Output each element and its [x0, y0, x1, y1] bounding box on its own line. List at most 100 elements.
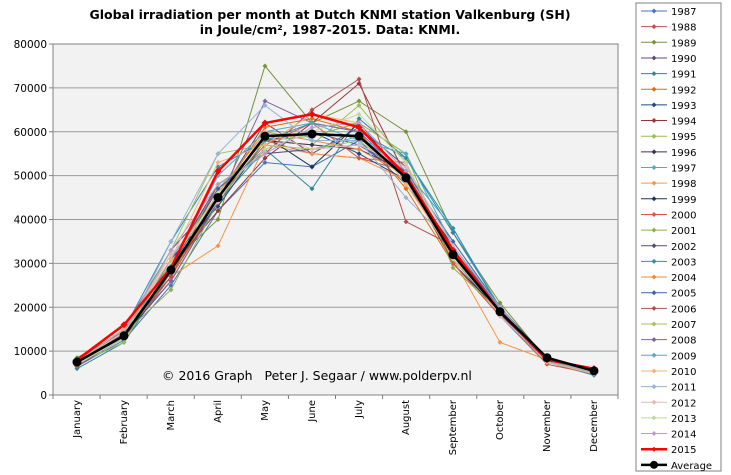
y-tick-label: 30000 — [14, 258, 47, 270]
legend-item: 2007 — [641, 320, 696, 331]
legend-item: 1998 — [641, 179, 696, 190]
legend-label: 1987 — [671, 7, 696, 18]
legend-label: 2009 — [671, 351, 696, 362]
y-tick-label: 20000 — [14, 302, 47, 314]
legend-label: 1988 — [671, 23, 696, 34]
data-point — [356, 111, 362, 117]
y-tick-label: 80000 — [14, 39, 47, 51]
legend-label: 2003 — [671, 257, 696, 268]
legend-item: 2003 — [641, 257, 696, 268]
legend-swatch-marker — [651, 290, 657, 296]
data-point — [403, 151, 409, 157]
data-point — [262, 98, 268, 104]
data-point — [356, 120, 362, 126]
legend-swatch-marker — [651, 8, 657, 14]
legend-label: 2015 — [671, 445, 696, 456]
y-tick-label: 40000 — [14, 215, 47, 227]
data-point — [215, 151, 221, 157]
data-point — [262, 124, 268, 130]
data-point — [354, 131, 364, 141]
legend-item: 1992 — [641, 85, 696, 96]
data-point — [403, 168, 409, 174]
x-axis-ticks: January February March April May June July Augu… — [52, 395, 619, 455]
data-point — [356, 76, 362, 82]
data-point — [403, 195, 409, 201]
series-line — [76, 132, 595, 373]
data-point — [355, 123, 363, 131]
legend-item: 1993 — [641, 101, 696, 112]
legend-item: 2015 — [641, 445, 696, 456]
legend-swatch-marker — [651, 415, 657, 421]
x-tick-label: March — [166, 400, 177, 430]
x-tick-label: August — [401, 400, 412, 435]
legend-item: 1988 — [641, 23, 696, 34]
legend-swatch-marker — [651, 243, 657, 249]
data-point — [168, 274, 174, 280]
data-point — [215, 243, 221, 249]
x-tick-label: June — [307, 400, 318, 423]
data-point — [309, 120, 315, 126]
legend-swatch-marker — [651, 321, 657, 327]
legend-label: 2011 — [671, 383, 696, 394]
y-tick-label: 60000 — [14, 127, 47, 139]
legend-item: Average — [641, 460, 712, 472]
legend-item: 2005 — [641, 289, 696, 300]
data-point — [262, 151, 268, 157]
data-point — [262, 155, 268, 161]
legend-swatch-marker — [651, 352, 657, 358]
legend-item: 2008 — [641, 336, 696, 347]
data-point — [356, 146, 362, 152]
legend-label: 2006 — [671, 304, 696, 315]
x-tick-label: October — [495, 399, 506, 440]
y-tick-label: 70000 — [14, 83, 47, 95]
series-lines — [72, 63, 599, 378]
data-point — [403, 181, 409, 187]
data-point — [214, 167, 222, 175]
legend-swatch-marker — [651, 227, 657, 233]
legend-box — [635, 2, 722, 472]
data-point — [450, 225, 456, 231]
data-point — [309, 124, 315, 130]
legend-label: 1999 — [671, 195, 696, 206]
data-point — [213, 193, 223, 203]
legend-swatch-marker — [651, 305, 657, 311]
data-point — [260, 131, 270, 141]
data-point — [166, 265, 176, 275]
data-point — [215, 208, 221, 214]
data-point — [215, 181, 221, 187]
data-point — [403, 159, 409, 165]
data-point — [309, 146, 315, 152]
x-tick-label: April — [213, 400, 224, 423]
legend-item: 2011 — [641, 383, 696, 394]
legend-label: 2008 — [671, 336, 696, 347]
y-tick-label: 50000 — [14, 171, 47, 183]
legend-swatch-marker — [651, 258, 657, 264]
legend-swatch-marker — [651, 368, 657, 374]
data-point — [308, 110, 316, 118]
data-point — [356, 98, 362, 104]
legend-item: 2006 — [641, 304, 696, 315]
x-tick-label: May — [260, 400, 271, 421]
legend-swatch-marker — [651, 165, 657, 170]
data-point — [356, 116, 362, 122]
legend-item: 2009 — [641, 351, 696, 362]
series-line — [76, 131, 595, 374]
legend-label: 2010 — [671, 367, 696, 378]
data-point — [262, 63, 268, 69]
legend-swatch-marker — [651, 399, 657, 405]
legend-label: 1989 — [671, 38, 696, 49]
x-tick-label: December — [589, 399, 600, 452]
legend-item: 2014 — [641, 430, 696, 441]
legend-swatch-marker — [651, 102, 657, 108]
legend-label: 2013 — [671, 414, 696, 425]
chart-subtitle: in Joule/cm², 1987-2015. Data: KNMI. — [200, 22, 460, 37]
data-point — [261, 119, 269, 127]
legend-label: 1997 — [671, 164, 696, 175]
data-point — [309, 138, 315, 144]
y-tick-label: 0 — [40, 390, 47, 402]
data-point — [356, 151, 362, 157]
data-point — [356, 102, 362, 108]
legend-label: 1991 — [671, 70, 696, 81]
legend-item: 2010 — [641, 367, 696, 378]
